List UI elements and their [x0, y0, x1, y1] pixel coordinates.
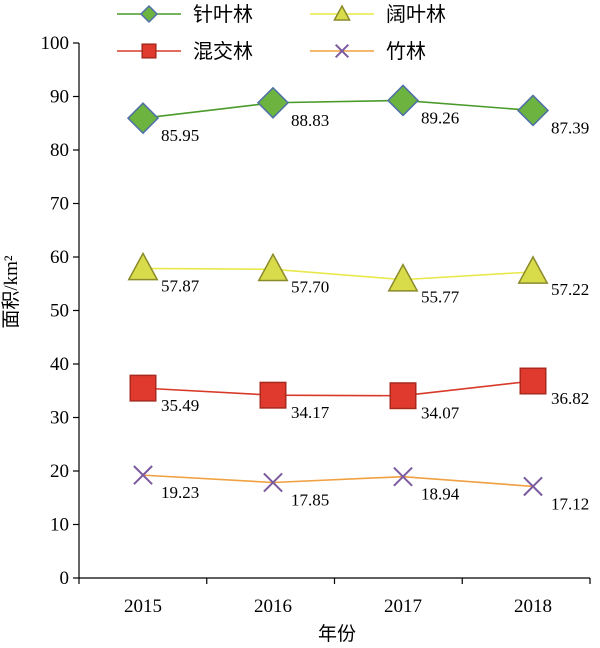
data-point: [139, 4, 159, 24]
x-axis-ticks: 2015 2016 2017 2018: [78, 578, 591, 617]
y-tick-label: 90: [50, 87, 69, 108]
legend-item: 针叶林: [117, 3, 253, 26]
series-4: 19.23 17.85 18.94 17.12: [133, 465, 589, 513]
data-point: [259, 381, 287, 409]
data-point: [129, 374, 157, 402]
y-tick-label: 0: [60, 568, 70, 589]
data-point: [393, 466, 413, 487]
data-point: [133, 465, 153, 485]
data-label: 17.85: [291, 491, 329, 510]
y-axis-title: 面积/km²: [0, 255, 22, 329]
data-point: [387, 263, 419, 292]
data-point: [523, 476, 543, 497]
series-line: [142, 474, 534, 488]
data-point: [257, 252, 289, 282]
legend-label: 针叶林: [193, 3, 253, 26]
data-point: [141, 43, 157, 59]
data-label: 35.49: [161, 396, 199, 415]
x-axis-title: 年份: [318, 623, 356, 645]
data-point: [334, 43, 350, 59]
y-axis-ticks: 0 10 20 30 40 50 60 70 80 90 100: [41, 33, 79, 589]
data-point: [516, 94, 550, 127]
data-point-stroke: [523, 476, 543, 497]
data-label: 34.07: [421, 404, 460, 423]
data-label: 55.77: [421, 288, 460, 307]
y-tick-label: 100: [41, 33, 70, 54]
series-3: 35.49 34.17 34.07 36.82: [129, 367, 589, 423]
legend-label: 阔叶林: [386, 3, 446, 26]
data-label: 89.26: [421, 108, 459, 127]
legend-label: 竹林: [386, 40, 426, 63]
data-point-stroke: [393, 466, 413, 487]
data-label: 17.12: [551, 494, 589, 513]
y-tick-label: 10: [50, 515, 69, 536]
x-tick-label: 2017: [384, 596, 422, 617]
y-tick-label: 60: [50, 247, 69, 268]
series-line: [142, 380, 534, 397]
series-line: [142, 267, 534, 281]
data-point: [386, 84, 420, 117]
data-point: [517, 255, 549, 284]
data-label: 19.23: [161, 483, 199, 502]
y-tick-label: 20: [50, 461, 69, 482]
data-label: 57.22: [551, 280, 589, 299]
data-label: 18.94: [421, 485, 460, 504]
data-point-stroke: [133, 465, 153, 485]
y-tick-label: 30: [50, 408, 69, 429]
data-label: 34.17: [291, 403, 330, 422]
x-tick-label: 2016: [254, 596, 292, 617]
data-point-stroke: [334, 43, 350, 59]
data-label: 57.70: [291, 277, 329, 296]
y-tick-label: 40: [50, 354, 69, 375]
y-tick-label: 80: [50, 140, 69, 161]
data-label: 87.39: [551, 118, 589, 137]
data-point-stroke: [263, 472, 283, 493]
legend-item: 竹林: [310, 40, 426, 63]
data-point: [126, 102, 160, 135]
series-layer: 85.95 88.83 89.26 87.39 57.87 57.70 55.77 57.22…: [126, 84, 589, 513]
data-point: [127, 251, 159, 281]
data-point: [263, 472, 283, 493]
series-1: 85.95 88.83 89.26 87.39: [126, 84, 589, 145]
data-point: [333, 4, 351, 21]
data-label: 85.95: [161, 126, 199, 145]
data-point: [519, 367, 547, 395]
data-point: [256, 86, 290, 119]
y-tick-label: 70: [50, 194, 69, 215]
x-tick-label: 2018: [514, 596, 552, 617]
data-label: 88.83: [291, 111, 329, 130]
y-tick-label: 50: [50, 301, 69, 322]
legend-item: 混交林: [117, 40, 253, 63]
legend-item: 阔叶林: [310, 3, 446, 26]
data-point: [389, 382, 417, 410]
data-label: 57.87: [161, 276, 200, 295]
data-label: 36.82: [551, 389, 589, 408]
series-line: [142, 99, 534, 119]
legend-label: 混交林: [193, 40, 253, 63]
series-2: 57.87 57.70 55.77 57.22: [127, 251, 589, 307]
x-tick-label: 2015: [124, 596, 162, 617]
